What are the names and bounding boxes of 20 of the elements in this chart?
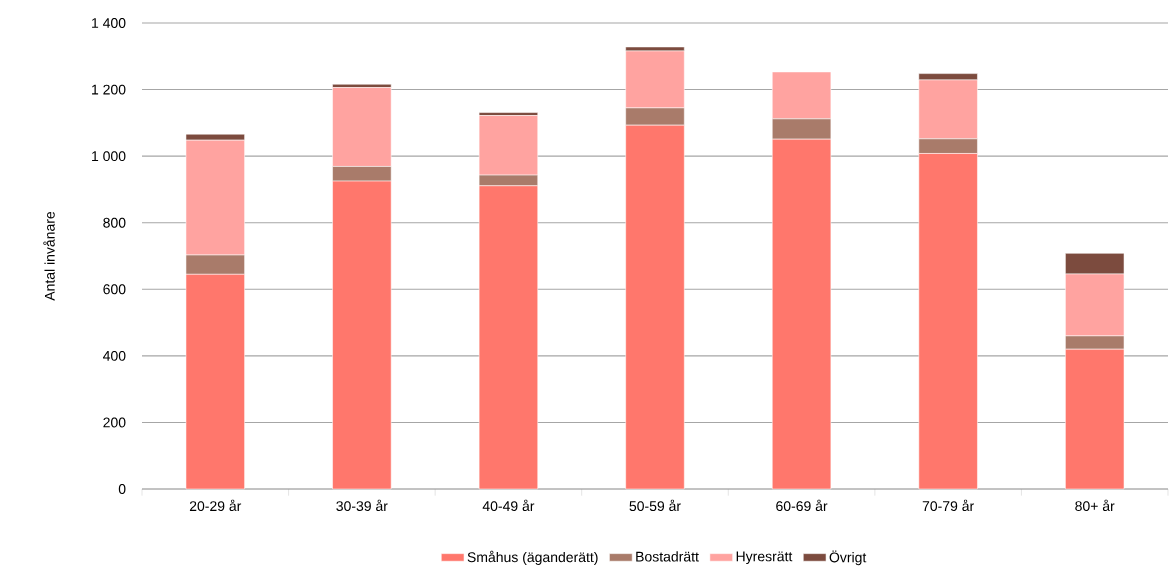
y-tick-label: 200	[103, 417, 126, 428]
y-tick-label: 400	[103, 350, 126, 361]
x-tick-label: 30-39 år	[336, 499, 388, 512]
y-axis-title: Antal invånare	[43, 211, 55, 301]
y-tick-label: 1 400	[92, 18, 126, 28]
legend-label: Övrigt	[829, 550, 867, 566]
x-tick-label: 40-49 år	[482, 499, 535, 512]
y-tick-label: 0	[118, 484, 126, 494]
x-tick-label: 70-79 år	[922, 499, 974, 512]
x-tick-label: 60-69 år	[776, 499, 828, 512]
y-tick-label: 1 200	[92, 84, 126, 95]
y-tick-label: 1 000	[92, 151, 126, 162]
legend-label: Småhus (äganderätt)	[467, 550, 598, 565]
x-tick-label: 80+ år	[1075, 499, 1115, 512]
x-tick-label: 20-29 år	[189, 499, 242, 512]
y-tick-label: 600	[103, 284, 126, 295]
legend-label: Bostadrätt	[636, 551, 699, 562]
legend-label: Hyresrätt	[736, 551, 793, 565]
y-tick-label: 800	[103, 217, 126, 228]
x-tick-label: 50-59 år	[629, 499, 681, 512]
